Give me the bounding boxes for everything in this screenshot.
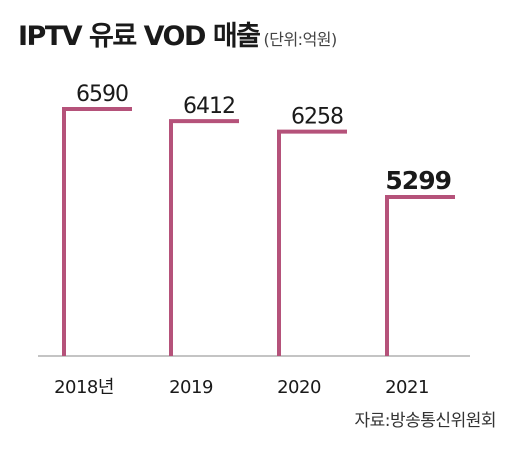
bar-1	[169, 119, 239, 356]
category-label-0: 2018년	[54, 377, 114, 398]
bar-2	[277, 129, 347, 356]
value-label-2: 6258	[291, 105, 343, 130]
bar-3	[385, 195, 455, 356]
value-label-3: 5299	[385, 166, 451, 195]
source-note: 자료:방송통신위원회	[354, 411, 497, 431]
value-label-1: 6412	[183, 94, 235, 119]
value-label-0: 6590	[76, 82, 128, 107]
chart-title: IPTV 유료 VOD 매출	[18, 21, 261, 52]
bar-0	[62, 107, 132, 356]
category-label-1: 2019	[169, 377, 213, 398]
category-label-3: 2021	[385, 377, 429, 398]
title-row: IPTV 유료 VOD 매출 (단위:억원)	[18, 14, 337, 53]
unit-label: (단위:억원)	[263, 30, 338, 49]
category-label-2: 2020	[277, 377, 321, 398]
